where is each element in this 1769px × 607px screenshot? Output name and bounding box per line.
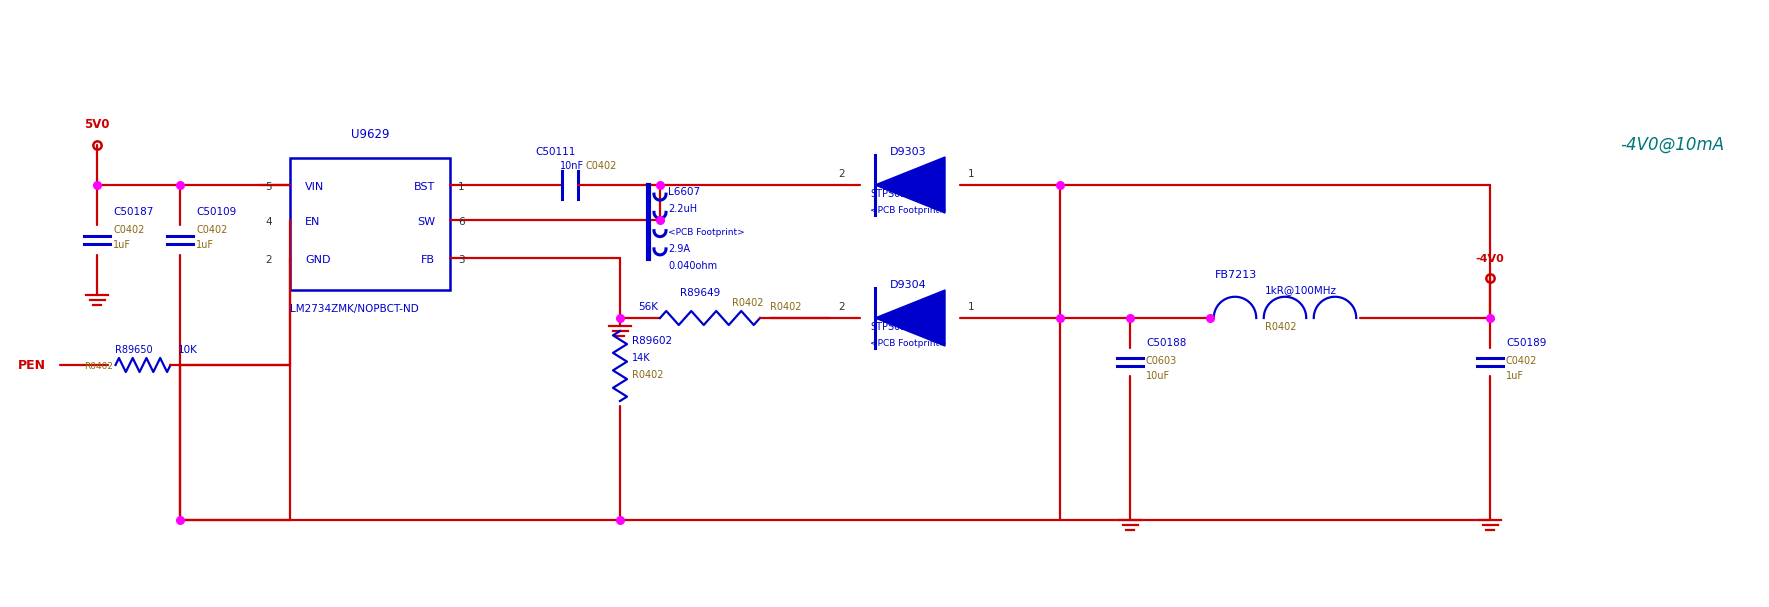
- Text: 1: 1: [968, 302, 975, 312]
- Text: 1kR@100MHz: 1kR@100MHz: [1265, 285, 1337, 295]
- Text: D9304: D9304: [890, 280, 927, 290]
- Text: STPS0540ZY: STPS0540ZY: [870, 189, 930, 199]
- Text: L6607: L6607: [669, 187, 701, 197]
- Text: C0603: C0603: [1146, 356, 1176, 366]
- Text: 2: 2: [265, 255, 272, 265]
- Text: <PCB Footprint>: <PCB Footprint>: [870, 339, 946, 348]
- Text: C50189: C50189: [1505, 338, 1546, 348]
- Text: -4V0: -4V0: [1475, 254, 1504, 264]
- Text: C0402: C0402: [1505, 356, 1537, 366]
- Text: C50109: C50109: [196, 207, 237, 217]
- Text: 3: 3: [458, 255, 465, 265]
- Bar: [290, 158, 449, 290]
- Text: R89650: R89650: [115, 345, 152, 355]
- Text: 1: 1: [968, 169, 975, 179]
- Text: <PCB Footprint>: <PCB Footprint>: [669, 228, 745, 237]
- Text: C50187: C50187: [113, 207, 154, 217]
- Text: 1: 1: [458, 182, 465, 192]
- Text: 1uF: 1uF: [113, 240, 131, 250]
- Text: EN: EN: [304, 217, 320, 227]
- Text: 56K: 56K: [639, 302, 658, 312]
- Polygon shape: [876, 290, 945, 346]
- Text: LM2734ZMK/NOPBCT-ND: LM2734ZMK/NOPBCT-ND: [290, 304, 419, 314]
- Text: C50188: C50188: [1146, 338, 1187, 348]
- Text: R89602: R89602: [632, 336, 672, 346]
- Text: BST: BST: [414, 182, 435, 192]
- Text: 2: 2: [839, 169, 844, 179]
- Text: 4: 4: [265, 217, 272, 227]
- Text: R0402: R0402: [732, 298, 764, 308]
- Text: GND: GND: [304, 255, 331, 265]
- Text: U9629: U9629: [350, 128, 389, 141]
- Text: 10nF: 10nF: [561, 161, 584, 171]
- Text: -4V0@10mA: -4V0@10mA: [1620, 136, 1725, 154]
- Text: C0402: C0402: [113, 225, 145, 235]
- Text: 6: 6: [458, 217, 465, 227]
- Text: 10uF: 10uF: [1146, 371, 1169, 381]
- Text: R0402: R0402: [770, 302, 801, 312]
- Text: VIN: VIN: [304, 182, 324, 192]
- Text: C50111: C50111: [534, 147, 575, 157]
- Text: 0.040ohm: 0.040ohm: [669, 261, 716, 271]
- Text: 1uF: 1uF: [196, 240, 214, 250]
- Text: 5V0: 5V0: [85, 118, 110, 131]
- Text: SW: SW: [417, 217, 435, 227]
- Text: <PCB Footprint>: <PCB Footprint>: [870, 206, 946, 215]
- Text: 5: 5: [265, 182, 272, 192]
- Text: PEN: PEN: [18, 359, 46, 372]
- Text: 14K: 14K: [632, 353, 651, 363]
- Text: 1uF: 1uF: [1505, 371, 1525, 381]
- Text: STPS0540ZY: STPS0540ZY: [870, 322, 930, 332]
- Text: R89649: R89649: [679, 288, 720, 298]
- Text: 2.9A: 2.9A: [669, 244, 690, 254]
- Text: 2: 2: [839, 302, 844, 312]
- Text: FB7213: FB7213: [1215, 270, 1258, 280]
- Text: R0402: R0402: [632, 370, 663, 380]
- Text: R0402: R0402: [1265, 322, 1297, 332]
- Text: 2.2uH: 2.2uH: [669, 204, 697, 214]
- Polygon shape: [876, 157, 945, 213]
- Text: 10K: 10K: [179, 345, 198, 355]
- Text: C0402: C0402: [196, 225, 228, 235]
- Text: D9303: D9303: [890, 147, 927, 157]
- Text: C0402: C0402: [586, 161, 616, 171]
- Text: FB: FB: [421, 255, 435, 265]
- Text: R0402: R0402: [83, 362, 113, 371]
